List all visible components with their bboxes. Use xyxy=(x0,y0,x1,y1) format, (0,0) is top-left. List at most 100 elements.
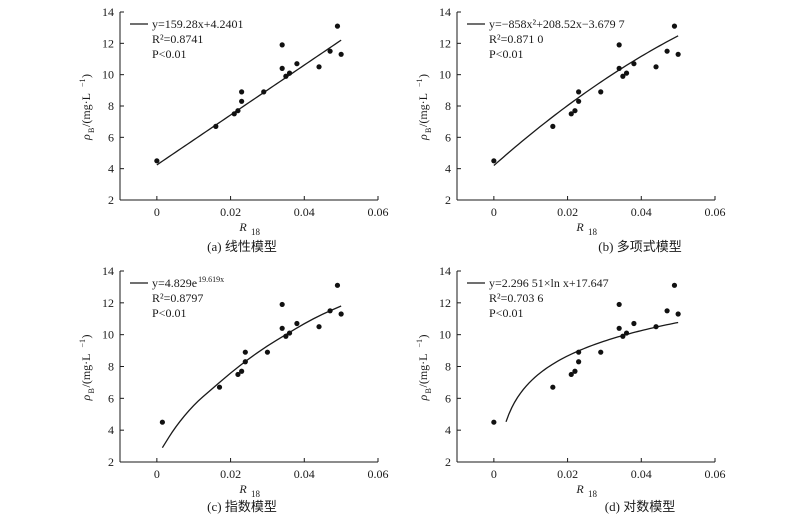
data-point xyxy=(327,48,333,54)
y-tick-label: 4 xyxy=(445,162,451,176)
data-point xyxy=(576,89,582,95)
data-point xyxy=(279,65,285,71)
data-point xyxy=(286,70,293,76)
data-point xyxy=(671,282,678,288)
data-point xyxy=(154,158,160,164)
legend-p-value: P<0.01 xyxy=(489,47,523,61)
legend-equation: y=2.296 51×ln x+17.647 xyxy=(489,276,609,290)
data-point xyxy=(568,111,574,117)
legend-r-squared: R²=0.8797 xyxy=(152,291,203,305)
x-tick-label: 0.04 xyxy=(294,205,315,219)
data-point xyxy=(653,324,659,330)
data-point xyxy=(231,111,237,117)
x-tick-label: 0.06 xyxy=(705,467,726,481)
x-axis-title-subscript: 18 xyxy=(588,489,598,499)
y-tick-label: 2 xyxy=(108,193,114,207)
y-axis-title-exponent: −1 xyxy=(78,78,87,87)
x-tick-label: 0.06 xyxy=(368,205,389,219)
data-point xyxy=(338,311,344,317)
x-tick-label: 0.02 xyxy=(220,205,241,219)
data-point xyxy=(598,89,604,95)
x-tick-label: 0.02 xyxy=(557,467,578,481)
data-point xyxy=(279,42,285,48)
x-tick-label: 0.02 xyxy=(220,467,241,481)
y-tick-label: 6 xyxy=(445,391,451,405)
y-tick-label: 10 xyxy=(102,328,114,342)
scatter-plot-c: 2 4 6 8 10 12 14 0 0.02 0.04 0.06 R 18 ρB/(mg·L −1) y=4… xyxy=(78,264,389,499)
data-point xyxy=(550,123,556,129)
y-tick-label: 6 xyxy=(108,130,114,144)
data-point xyxy=(572,108,578,114)
y-axis-title-exponent: −1 xyxy=(78,339,87,348)
y-tick-label: 12 xyxy=(439,36,451,50)
x-tick-label: 0.02 xyxy=(557,205,578,219)
data-point xyxy=(616,42,622,48)
x-tick-label: 0 xyxy=(491,205,497,219)
data-point xyxy=(294,320,300,327)
y-tick-label: 14 xyxy=(439,264,451,278)
data-point xyxy=(616,301,622,308)
y-tick-label: 8 xyxy=(445,360,451,374)
data-point xyxy=(239,368,245,374)
y-axis-title-close: ) xyxy=(79,74,93,78)
y-tick-label: 6 xyxy=(445,130,451,144)
legend-equation-exponent: 19.619x xyxy=(198,275,224,284)
y-axis-title-subscript: B xyxy=(87,128,96,133)
data-point xyxy=(568,371,574,378)
y-axis-title-rho: ρ xyxy=(416,134,430,141)
y-axis-title-subscript: B xyxy=(424,388,433,393)
x-tick-label: 0 xyxy=(491,467,497,481)
x-tick-label: 0 xyxy=(154,205,160,219)
x-axis-title: R xyxy=(238,482,247,496)
y-tick-label: 2 xyxy=(445,193,451,207)
chart-panel-b: 2 4 6 8 10 12 14 0 0.02 0.04 0.06 R 18 ρ B/(mg·L −1) y=−… xyxy=(400,0,800,258)
y-tick-label: 10 xyxy=(439,68,451,82)
data-point xyxy=(550,384,556,390)
legend-r-squared: R²=0.871 0 xyxy=(489,32,543,46)
y-tick-label: 12 xyxy=(102,36,114,50)
y-axis-title-unit: /(mg·L xyxy=(416,354,430,388)
data-point xyxy=(675,51,681,57)
data-point xyxy=(576,98,582,104)
legend-equation: y=−858x²+208.52x−3.679 7 xyxy=(489,17,625,31)
x-tick-label: 0.04 xyxy=(631,205,652,219)
data-point xyxy=(242,349,248,355)
x-axis-title: R xyxy=(238,220,247,234)
data-point xyxy=(283,73,289,79)
data-point xyxy=(283,333,289,339)
y-axis-title: ρB/(mg·L −1) xyxy=(415,335,433,402)
fit-curve xyxy=(161,305,342,449)
chart-panel-c: 2 4 6 8 10 12 14 0 0.02 0.04 0.06 R 18 ρ B/(mg·L −1) y=4… xyxy=(0,258,400,516)
legend-r-squared: R²=0.703 6 xyxy=(489,291,543,305)
data-point xyxy=(279,325,285,331)
y-axis-title: ρB/(mg·L −1) xyxy=(78,335,96,402)
data-point xyxy=(576,349,582,355)
y-tick-label: 12 xyxy=(102,296,114,310)
y-tick-label: 12 xyxy=(439,296,451,310)
chart-panel-d: 2 4 6 8 10 12 14 0 0.02 0.04 0.06 R 18 ρ B/(mg·L −1) y=2… xyxy=(400,258,800,516)
fit-curve xyxy=(493,35,679,167)
x-axis-title: R xyxy=(575,482,584,496)
data-point xyxy=(327,308,333,314)
x-tick-label: 0.06 xyxy=(368,467,389,481)
scatter-plot-d: 2 4 6 8 10 12 14 0 0.02 0.04 0.06 R 18 ρB/(mg·L −1) y=2… xyxy=(415,264,726,499)
scatter-plot-a: 2 4 6 8 10 12 14 0 0.02 0.04 0.06 R 18 ρB/(mg·L −1) y=1… xyxy=(78,5,389,237)
y-tick-label: 8 xyxy=(108,360,114,374)
legend-r-squared: R²=0.8741 xyxy=(152,32,203,46)
y-axis-title-subscript: B xyxy=(87,388,96,393)
data-point xyxy=(216,384,223,390)
caption-d: (d) 对数模型 xyxy=(604,499,676,514)
y-axis-title-rho: ρ xyxy=(79,395,93,402)
x-axis-title-subscript: 18 xyxy=(251,227,261,237)
data-point xyxy=(623,330,630,336)
y-tick-label: 2 xyxy=(445,455,451,469)
data-point xyxy=(598,349,604,355)
caption-b: (b) 多项式模型 xyxy=(598,239,682,254)
legend-p-value: P<0.01 xyxy=(152,47,186,61)
y-tick-label: 8 xyxy=(108,99,114,113)
data-point xyxy=(616,65,622,71)
legend-p-value: P<0.01 xyxy=(152,306,186,320)
y-tick-label: 2 xyxy=(108,455,114,469)
data-point xyxy=(664,308,670,314)
data-point xyxy=(239,89,245,95)
